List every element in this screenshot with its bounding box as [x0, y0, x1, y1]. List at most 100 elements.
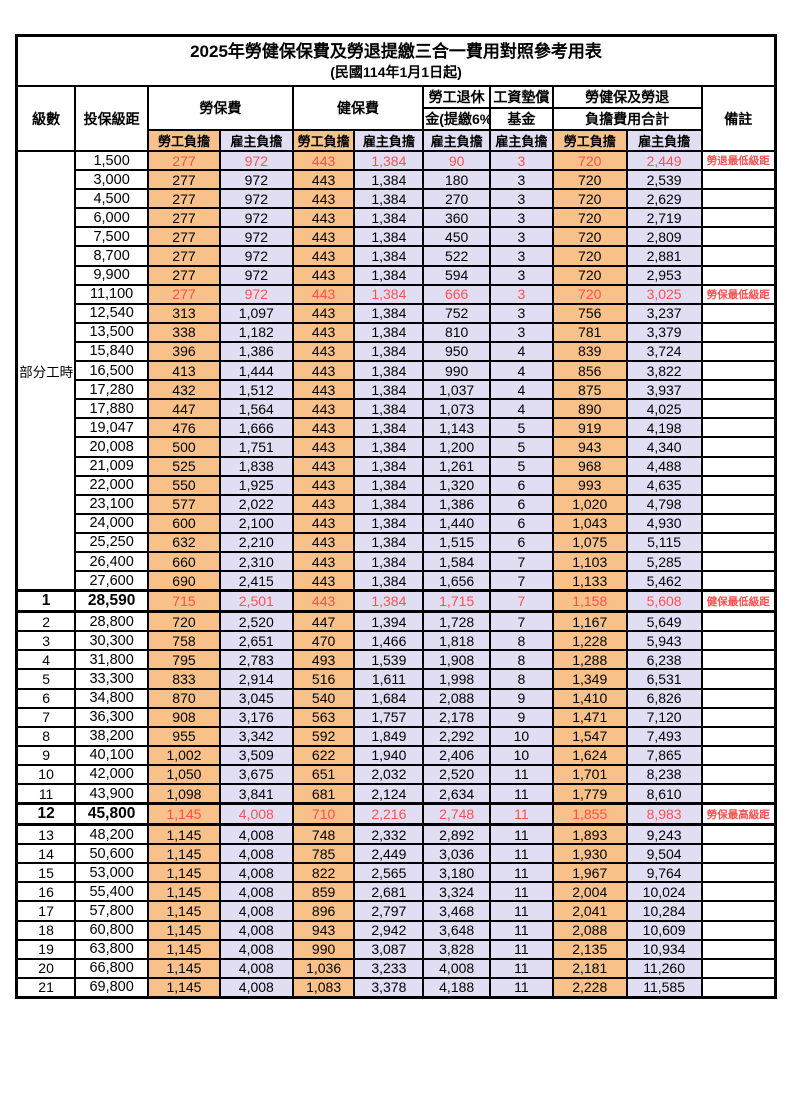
bracket-cell: 33,300: [74, 668, 150, 690]
total-employer-cell: 2,449: [625, 149, 703, 172]
total-employee-cell: 943: [551, 436, 628, 458]
level-cell: 13: [15, 823, 77, 846]
labor-employee-cell: 432: [147, 379, 221, 401]
health-employee-cell: 859: [291, 881, 356, 903]
note-cell: [700, 843, 777, 865]
note-cell: [700, 493, 777, 515]
level-cell: 9: [15, 744, 77, 766]
total-employee-cell: 1,075: [551, 531, 628, 553]
table-row: 7 36,300 908 3,176 563 1,757 2,178 9 1,471 7,120: [15, 706, 777, 728]
pension-employer-cell: 594: [422, 264, 492, 286]
labor-employee-cell: 277: [147, 188, 221, 210]
bracket-cell: 15,840: [74, 340, 150, 363]
health-employee-cell: 785: [291, 843, 356, 865]
health-employee-cell: 443: [291, 360, 356, 382]
labor-employer-cell: 1,097: [218, 302, 294, 324]
note-cell: [700, 687, 777, 709]
pension-employer-cell: 2,292: [422, 725, 492, 747]
table-row: 11,100 277 972 443 1,384 666 3 720 3,025 勞保最低級距: [17, 283, 777, 305]
health-employer-cell: 1,684: [353, 687, 425, 709]
bracket-cell: 28,590: [74, 589, 150, 614]
health-employer-cell: 1,384: [353, 264, 425, 286]
table-row: 23,100 577 2,022 443 1,384 1,386 6 1,020 4,798: [17, 493, 777, 515]
level-cell: 17: [15, 900, 77, 922]
wage-fund-employer-cell: 11: [489, 763, 554, 786]
labor-employee-cell: 1,145: [147, 843, 221, 865]
labor-employer-cell: 3,176: [218, 706, 294, 728]
bracket-cell: 69,800: [74, 976, 150, 999]
note-cell: [700, 264, 777, 286]
health-employer-cell: 3,233: [353, 957, 425, 979]
bracket-cell: 48,200: [74, 823, 150, 846]
total-employee-cell: 1,103: [551, 550, 628, 573]
pension-employer-cell: 1,143: [422, 417, 492, 439]
table-row: 3,000 277 972 443 1,384 180 3 720 2,539: [17, 169, 777, 191]
table-row: 24,000 600 2,100 443 1,384 1,440 6 1,043 4,930: [17, 512, 777, 534]
table-row: 4,500 277 972 443 1,384 270 3 720 2,629: [17, 188, 777, 210]
health-employer-cell: 1,384: [353, 207, 425, 229]
labor-employer-cell: 1,666: [218, 417, 294, 439]
health-employer-cell: 1,384: [353, 455, 425, 477]
wage-fund-employer-cell: 8: [489, 649, 554, 671]
wage-fund-employer-cell: 6: [489, 493, 554, 515]
health-employer-cell: 1,384: [353, 379, 425, 401]
labor-employer-cell: 4,008: [218, 843, 294, 865]
wage-fund-employer-cell: 11: [489, 823, 554, 846]
table-row: 6 34,800 870 3,045 540 1,684 2,088 9 1,410 6,826: [15, 687, 777, 709]
pension-employer-cell: 3,648: [422, 919, 492, 941]
pension-employer-cell: 1,037: [422, 379, 492, 401]
pension-employer-cell: 1,908: [422, 649, 492, 671]
total-employer-cell: 7,493: [625, 725, 703, 747]
bracket-cell: 4,500: [74, 188, 150, 210]
bracket-cell: 19,047: [74, 417, 150, 439]
note-cell: [700, 379, 777, 401]
note-cell: [700, 169, 777, 191]
health-employer-cell: 2,797: [353, 900, 425, 922]
total-employee-cell: 2,181: [551, 957, 628, 979]
wage-fund-employer-cell: 11: [489, 957, 554, 979]
health-employer-cell: 1,384: [353, 398, 425, 420]
note-cell: [700, 823, 777, 846]
bracket-cell: 21,009: [74, 455, 150, 477]
total-employer-cell: 2,881: [625, 245, 703, 267]
health-employee-cell: 443: [291, 379, 356, 401]
header-bracket: 投保級距: [74, 85, 150, 152]
pension-employer-cell: 2,748: [422, 802, 492, 827]
level-cell: 5: [15, 668, 77, 690]
wage-fund-employer-cell: 11: [489, 919, 554, 941]
bracket-cell: 23,100: [74, 493, 150, 515]
labor-employee-cell: 1,145: [147, 919, 221, 941]
labor-employee-cell: 500: [147, 436, 221, 458]
level-cell: 19: [15, 938, 77, 960]
labor-employer-cell: 972: [218, 169, 294, 191]
bracket-cell: 36,300: [74, 706, 150, 728]
pension-employer-cell: 2,178: [422, 706, 492, 728]
note-cell: [700, 550, 777, 573]
pension-employer-cell: 2,892: [422, 823, 492, 846]
health-employee-cell: 443: [291, 589, 356, 614]
labor-employer-cell: 2,100: [218, 512, 294, 534]
labor-employer-cell: 4,008: [218, 938, 294, 960]
pension-employer-cell: 1,386: [422, 493, 492, 515]
bracket-cell: 20,008: [74, 436, 150, 458]
total-employer-cell: 9,764: [625, 862, 703, 884]
note-cell: [700, 570, 777, 592]
bracket-cell: 60,800: [74, 919, 150, 941]
wage-fund-employer-cell: 6: [489, 531, 554, 553]
labor-employer-cell: 1,512: [218, 379, 294, 401]
bracket-cell: 30,300: [74, 630, 150, 652]
labor-employer-cell: 4,008: [218, 802, 294, 827]
health-employee-cell: 443: [291, 169, 356, 191]
header-labor-insurance: 勞保費: [147, 85, 294, 131]
health-employee-cell: 443: [291, 550, 356, 573]
pension-employer-cell: 2,406: [422, 744, 492, 766]
level-cell: 8: [15, 725, 77, 747]
total-employer-cell: 8,610: [625, 783, 703, 805]
total-employer-cell: 4,798: [625, 493, 703, 515]
table-row: 7,500 277 972 443 1,384 450 3 720 2,809: [17, 226, 777, 248]
wage-fund-employer-cell: 8: [489, 668, 554, 690]
health-employer-cell: 1,384: [353, 417, 425, 439]
wage-fund-employer-cell: 7: [489, 610, 554, 633]
total-employer-cell: 5,943: [625, 630, 703, 652]
labor-employer-cell: 2,310: [218, 550, 294, 573]
